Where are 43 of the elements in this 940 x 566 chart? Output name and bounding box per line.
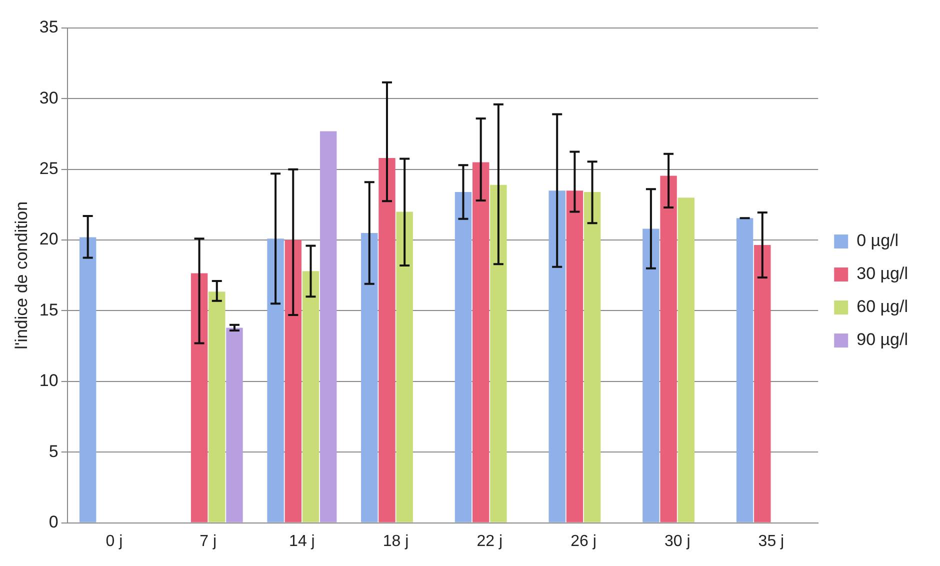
bar [490, 184, 507, 522]
bar [642, 228, 660, 522]
bar [302, 271, 320, 522]
bar [378, 158, 396, 522]
legend-label: 90 µg/l [856, 330, 908, 350]
bar [678, 198, 694, 522]
bar [79, 237, 96, 522]
x-tick-label: 18 j [382, 532, 409, 550]
bar [584, 192, 601, 522]
bar [454, 192, 472, 522]
y-tick-label: 10 [39, 371, 58, 390]
x-tick-label: 30 j [664, 532, 690, 550]
bar [267, 238, 284, 522]
x-tick-label: 35 j [758, 532, 784, 550]
bar [396, 212, 413, 522]
y-axis-title: l'indice de condition [12, 201, 31, 350]
bar [566, 190, 584, 522]
x-tick-label: 7 j [200, 532, 217, 550]
bar [190, 273, 208, 522]
legend-label: 30 µg/l [856, 264, 908, 284]
bar [208, 292, 226, 522]
x-tick-label: 0 j [106, 532, 123, 550]
bar [361, 232, 378, 522]
y-tick-label: 25 [39, 159, 58, 178]
bar [284, 240, 302, 522]
bar [754, 245, 771, 522]
y-tick-label: 0 [48, 512, 58, 532]
bar [660, 176, 677, 522]
bar [226, 328, 243, 522]
bar [320, 131, 337, 522]
x-tick-label: 26 j [570, 532, 596, 550]
y-tick-label: 15 [39, 300, 58, 320]
y-tick-label: 35 [39, 18, 58, 37]
legend-label: 0 µg/l [856, 231, 899, 250]
x-tick-label: 22 j [476, 532, 503, 550]
x-tick-label: 14 j [289, 532, 315, 550]
y-tick-label: 5 [48, 442, 58, 461]
legend-label: 60 µg/l [856, 297, 908, 316]
y-tick-label: 20 [39, 230, 58, 249]
bar [736, 218, 754, 522]
bar [472, 162, 490, 522]
y-tick-label: 30 [39, 88, 58, 108]
bar [548, 190, 566, 522]
